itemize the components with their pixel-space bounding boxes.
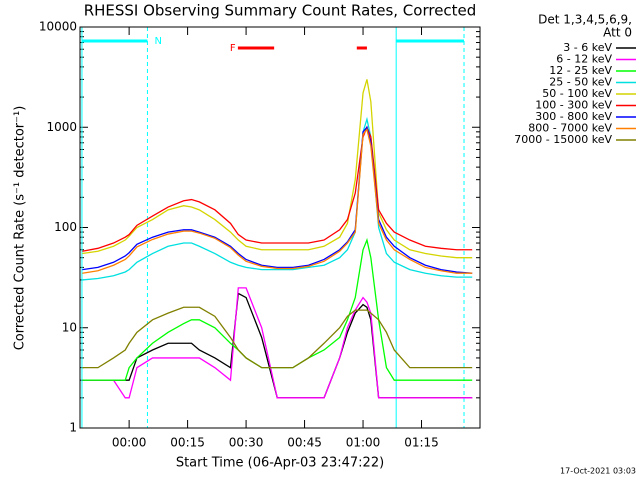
legend-label: 800 - 7000 keV [528, 122, 612, 135]
y-tick-label: 1 [69, 421, 77, 435]
chart-title: RHESSI Observing Summary Count Rates, Co… [84, 2, 477, 20]
legend-label: 7000 - 15000 keV [514, 133, 612, 146]
y-tick-label: 1000 [46, 120, 77, 134]
legend-label: 50 - 100 keV [542, 87, 612, 100]
series-line [82, 125, 473, 252]
legend-title: Att 0 [603, 26, 632, 40]
series-line [82, 287, 473, 399]
series-line [82, 306, 473, 369]
x-tick-label: 01:00 [346, 436, 381, 450]
legend-label: 100 - 300 keV [535, 99, 612, 112]
y-tick-label: 10000 [39, 20, 77, 34]
series-line [82, 79, 473, 259]
legend-label: 25 - 50 keV [549, 76, 612, 89]
legend-label: 12 - 25 keV [549, 64, 612, 77]
series-line [82, 125, 473, 274]
series-line [82, 116, 473, 281]
legend-label: 6 - 12 keV [556, 53, 612, 66]
night-label: N [154, 36, 161, 47]
plot-frame [79, 26, 481, 429]
x-tick-label: 01:15 [404, 436, 439, 450]
flare-label: F [230, 43, 236, 54]
y-axis-label: Corrected Count Rate (s⁻¹ detector⁻¹) [13, 106, 28, 351]
footer: 17-Oct-2021 03:03 [560, 467, 636, 476]
y-tick-label: 10 [62, 320, 77, 334]
x-tick-label: 00:00 [112, 436, 147, 450]
legend-label: 3 - 6 keV [563, 41, 612, 54]
x-tick-label: 00:15 [170, 436, 205, 450]
legend-title: Det 1,3,4,5,6,9, [538, 13, 632, 27]
x-tick-label: 00:30 [229, 436, 264, 450]
y-tick-label: 100 [54, 220, 77, 234]
x-axis-label: Start Time (06-Apr-03 23:47:22) [176, 456, 384, 471]
series-line [82, 128, 473, 274]
x-tick-label: 00:45 [287, 436, 322, 450]
legend-label: 300 - 800 keV [535, 110, 612, 123]
